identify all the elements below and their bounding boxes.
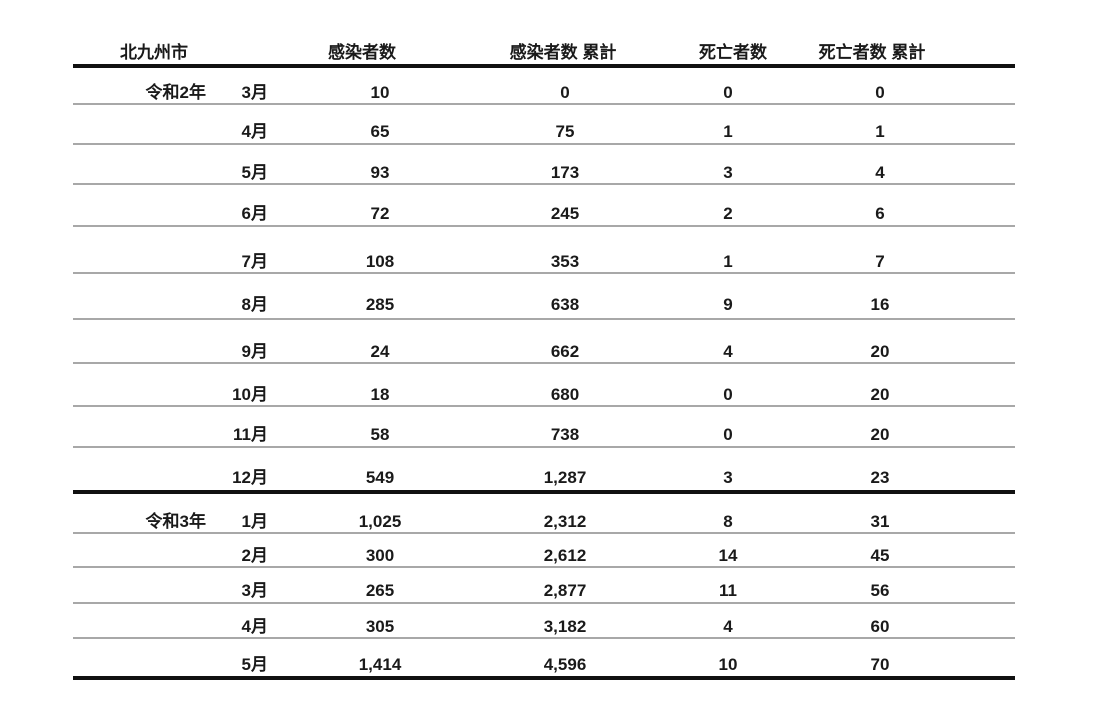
cases-cell: 1,414 [358, 655, 402, 674]
deaths-cell: 8 [723, 512, 733, 531]
cases-cell: 93 [370, 163, 390, 182]
cases-cell: 300 [365, 546, 395, 565]
row-divider [73, 183, 1015, 185]
deaths-total-cell: 4 [875, 163, 885, 182]
cases-cell: 18 [370, 385, 390, 404]
month-cell: 4月 [241, 122, 268, 141]
deaths-total-cell: 60 [870, 617, 890, 636]
cases-cell: 549 [365, 468, 395, 487]
row-divider [73, 566, 1015, 568]
cases-total-cell: 738 [550, 425, 580, 444]
deaths-total-cell: 70 [870, 655, 890, 674]
deaths-cell: 11 [719, 581, 737, 600]
cases-total-cell: 245 [550, 204, 580, 223]
deaths-cell: 0 [723, 83, 733, 102]
header-deaths-total: 死亡者数 累計 [818, 43, 926, 62]
cases-cell: 10 [370, 83, 390, 102]
deaths-cell: 3 [723, 468, 733, 487]
month-cell: 7月 [241, 252, 268, 271]
month-cell: 3月 [241, 83, 268, 102]
deaths-cell: 2 [723, 204, 733, 223]
deaths-cell: 1 [723, 122, 733, 141]
group-rule [73, 676, 1015, 680]
deaths-total-cell: 45 [870, 546, 890, 565]
cases-total-cell: 3,182 [543, 617, 587, 636]
cases-cell: 24 [370, 342, 390, 361]
cases-total-cell: 0 [560, 83, 570, 102]
header-cases: 感染者数 [328, 43, 396, 62]
deaths-total-cell: 16 [870, 295, 890, 314]
month-cell: 11月 [233, 425, 268, 444]
cases-total-cell: 2,312 [543, 512, 587, 531]
cases-cell: 1,025 [358, 512, 402, 531]
deaths-cell: 3 [723, 163, 733, 182]
header-region: 北九州市 [120, 43, 188, 62]
month-cell: 4月 [241, 617, 268, 636]
deaths-cell: 0 [723, 425, 733, 444]
deaths-total-cell: 20 [870, 425, 890, 444]
month-cell: 5月 [241, 655, 268, 674]
cases-total-cell: 662 [550, 342, 580, 361]
header-deaths: 死亡者数 [699, 43, 767, 62]
month-cell: 1月 [241, 512, 268, 531]
row-divider [73, 602, 1015, 604]
header-rule [73, 64, 1015, 68]
cases-total-cell: 353 [550, 252, 580, 271]
row-divider [73, 225, 1015, 227]
cases-cell: 305 [365, 617, 395, 636]
month-cell: 6月 [241, 204, 268, 223]
cases-total-cell: 638 [550, 295, 580, 314]
deaths-cell: 4 [723, 342, 733, 361]
deaths-total-cell: 31 [870, 512, 890, 531]
row-divider [73, 103, 1015, 105]
cases-total-cell: 680 [550, 385, 580, 404]
deaths-total-cell: 20 [870, 342, 890, 361]
cases-total-cell: 4,596 [543, 655, 587, 674]
deaths-total-cell: 20 [870, 385, 890, 404]
month-cell: 8月 [241, 295, 268, 314]
year-label: 令和2年 [145, 83, 206, 102]
month-cell: 3月 [241, 581, 268, 600]
cases-cell: 72 [370, 204, 390, 223]
row-divider [73, 143, 1015, 145]
row-divider [73, 446, 1015, 448]
deaths-total-cell: 56 [870, 581, 890, 600]
cases-total-cell: 1,287 [543, 468, 587, 487]
deaths-total-cell: 6 [875, 204, 885, 223]
cases-total-cell: 2,612 [543, 546, 587, 565]
row-divider [73, 637, 1015, 639]
month-cell: 12月 [232, 468, 268, 487]
deaths-cell: 1 [723, 252, 733, 271]
cases-cell: 65 [370, 122, 390, 141]
row-divider [73, 272, 1015, 274]
month-cell: 5月 [241, 163, 268, 182]
header-cases-total: 感染者数 累計 [509, 43, 617, 62]
row-divider [73, 532, 1015, 534]
cases-cell: 285 [365, 295, 395, 314]
cases-total-cell: 2,877 [543, 581, 587, 600]
cases-cell: 58 [370, 425, 390, 444]
deaths-total-cell: 0 [875, 83, 885, 102]
month-cell: 2月 [241, 546, 268, 565]
cases-cell: 108 [365, 252, 395, 271]
row-divider [73, 405, 1015, 407]
deaths-cell: 10 [718, 655, 738, 674]
month-cell: 10月 [232, 385, 268, 404]
deaths-total-cell: 7 [875, 252, 885, 271]
cases-total-cell: 173 [550, 163, 580, 182]
deaths-cell: 0 [723, 385, 733, 404]
row-divider [73, 318, 1015, 320]
deaths-total-cell: 1 [875, 122, 885, 141]
deaths-cell: 4 [723, 617, 733, 636]
month-cell: 9月 [241, 342, 268, 361]
deaths-cell: 9 [723, 295, 733, 314]
deaths-total-cell: 23 [870, 468, 890, 487]
cases-total-cell: 75 [555, 122, 575, 141]
cases-cell: 265 [365, 581, 395, 600]
year-label: 令和3年 [145, 512, 206, 531]
group-rule [73, 490, 1015, 494]
deaths-cell: 14 [718, 546, 738, 565]
row-divider [73, 362, 1015, 364]
